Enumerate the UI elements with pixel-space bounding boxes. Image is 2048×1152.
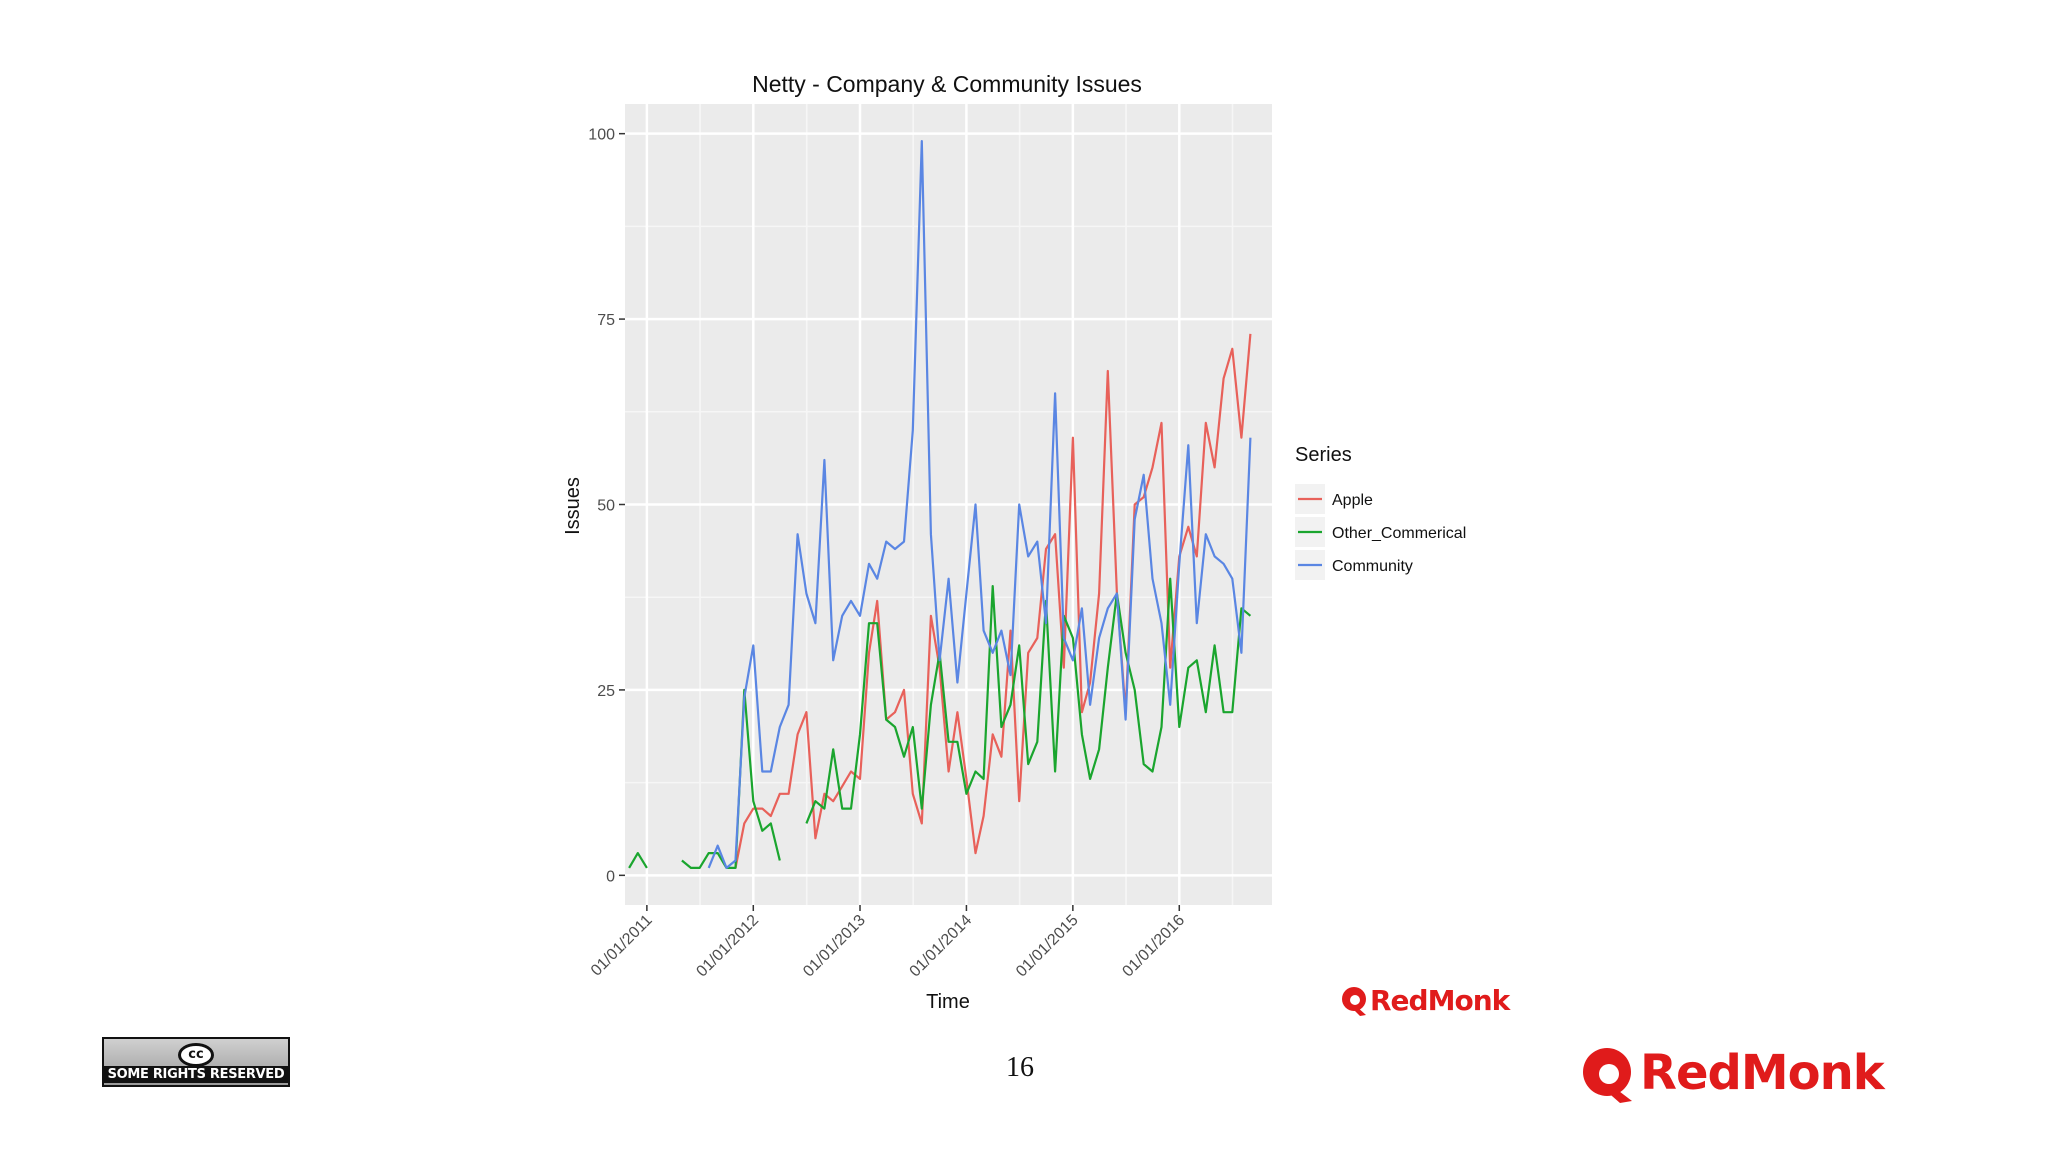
license-text: SOME RIGHTS RESERVED: [104, 1066, 288, 1083]
legend-label: Apple: [1332, 492, 1373, 509]
series-line-community: [707, 140, 1252, 869]
series-lines: [628, 140, 1252, 869]
y-tick-label: 100: [588, 127, 615, 144]
page-number: 16: [1006, 1052, 1034, 1083]
license-badge[interactable]: cc SOME RIGHTS RESERVED: [102, 1037, 290, 1087]
x-tick-label: 01/01/2014: [907, 912, 976, 981]
y-axis-title: Issues: [562, 477, 584, 535]
legend-label: Community: [1332, 558, 1413, 575]
y-tick-label: 50: [597, 498, 615, 515]
chart-title: Netty - Company & Community Issues: [752, 71, 1142, 97]
legend-label: Other_Commerical: [1332, 525, 1466, 542]
legend: Series Apple Other_Commerical Community: [1295, 444, 1466, 580]
x-tick-label: 01/01/2013: [800, 912, 869, 981]
x-tick-label: 01/01/2012: [693, 912, 762, 981]
redmonk-monk-icon: [1583, 1048, 1632, 1103]
x-tick-label: 01/01/2011: [588, 912, 656, 980]
brand-name: RedMonk: [1370, 984, 1510, 1017]
series-line-apple: [734, 333, 1252, 869]
legend-items: Apple Other_Commerical Community: [1295, 484, 1466, 580]
grid-lines: [625, 104, 1272, 905]
y-tick-label: 75: [597, 312, 615, 329]
y-tick-label: 25: [597, 683, 615, 700]
x-tick-label: 01/01/2016: [1119, 912, 1188, 981]
redmonk-monk-icon: [1342, 987, 1366, 1016]
series-line-other_commerical: [628, 577, 1252, 869]
x-tick-label: 01/01/2015: [1013, 912, 1082, 981]
x-axis-title: Time: [926, 991, 970, 1013]
legend-title: Series: [1295, 444, 1352, 466]
cc-icon: cc: [178, 1043, 214, 1067]
y-tick-label: 0: [606, 868, 615, 885]
brand-name: RedMonk: [1640, 1045, 1885, 1101]
